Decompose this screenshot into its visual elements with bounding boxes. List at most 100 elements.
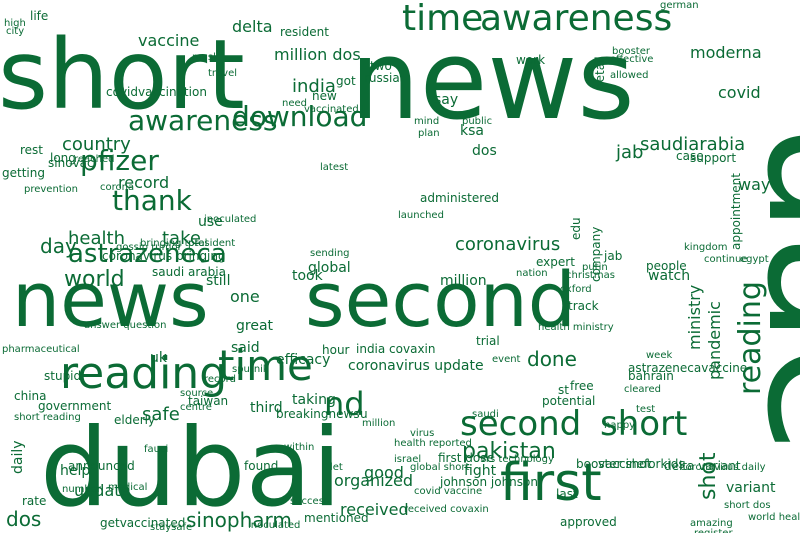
word: trial — [476, 334, 500, 348]
word: centre — [180, 402, 212, 413]
word: st — [558, 383, 569, 397]
word: getvaccinated — [100, 516, 185, 530]
word: free — [570, 379, 594, 393]
word: moderna — [690, 43, 762, 62]
word: elderly — [114, 413, 155, 427]
word: delta variant — [664, 459, 741, 473]
word: covid vaccine — [414, 486, 482, 497]
word: record — [118, 173, 169, 192]
word: appointment — [729, 173, 743, 250]
word: putin — [582, 262, 608, 273]
word: coronavirus — [455, 234, 560, 255]
word: awareness — [128, 104, 278, 137]
word: news — [350, 16, 635, 144]
word: plan — [418, 128, 440, 139]
word: inoculated — [248, 520, 300, 531]
word: safe — [142, 404, 180, 425]
word: take — [162, 228, 201, 249]
word: ministry — [685, 285, 704, 350]
word: first dose — [438, 451, 494, 465]
word: life — [30, 9, 48, 23]
word: sinopharm — [186, 508, 292, 532]
word: two — [370, 59, 392, 73]
word: good — [364, 463, 404, 482]
word: bringing total — [140, 238, 207, 249]
word: delta — [232, 17, 273, 36]
word: source — [180, 388, 213, 399]
word: dubai — [40, 406, 342, 531]
word: health ministry — [538, 322, 614, 333]
word: uk — [150, 350, 168, 366]
word: got — [336, 74, 356, 88]
word: short dos — [724, 500, 771, 511]
word: johnson johnson — [439, 475, 538, 489]
word: vaccinated — [304, 104, 359, 115]
word: cleared — [624, 384, 661, 395]
word: need — [282, 98, 307, 109]
word: amazing — [690, 518, 733, 529]
word: help — [60, 463, 90, 479]
word: took — [292, 268, 324, 284]
word: jab — [615, 142, 643, 163]
word: watch — [648, 268, 690, 284]
word: president — [188, 238, 235, 249]
word: fight — [464, 463, 497, 479]
word: day — [40, 234, 77, 258]
word: still — [206, 273, 230, 289]
word: health reported — [394, 438, 472, 449]
word: last — [556, 487, 578, 501]
word: booster — [612, 46, 651, 57]
word: nation — [516, 268, 548, 279]
word: latest — [320, 162, 348, 173]
word: rest — [20, 143, 43, 157]
word: company — [589, 227, 603, 282]
word: dos — [6, 507, 41, 531]
word: work — [516, 53, 545, 67]
word: taking — [292, 392, 336, 408]
word: short — [0, 19, 245, 131]
word: booster shot — [576, 457, 652, 471]
word: third — [250, 400, 283, 416]
word: mentioned — [304, 511, 369, 525]
word: reading — [733, 281, 768, 395]
word: announced — [68, 459, 135, 473]
word: short — [600, 404, 687, 444]
word: pandemic — [705, 301, 724, 380]
word: medical — [108, 482, 147, 493]
word: bahrain — [628, 369, 674, 383]
word: city — [6, 26, 24, 37]
word: india — [292, 76, 336, 97]
word: week — [646, 350, 672, 361]
word: breakingnews — [276, 407, 360, 421]
word: china — [14, 389, 47, 403]
word: u — [360, 407, 368, 421]
word: government — [38, 399, 111, 413]
word: organized — [334, 471, 413, 490]
word: india covaxin — [356, 342, 436, 356]
word: public — [462, 116, 492, 127]
word: said — [231, 340, 260, 356]
word: second — [305, 255, 576, 344]
word: mask — [192, 52, 219, 63]
word: done — [527, 347, 577, 371]
word: country — [62, 134, 131, 155]
word: sinovac — [48, 156, 94, 170]
word: world — [64, 267, 125, 292]
word: allowed — [610, 70, 648, 81]
word: inoculated — [204, 214, 256, 225]
word: coronavirus daily — [680, 462, 766, 473]
word: record — [204, 374, 236, 385]
word: effective — [610, 54, 653, 65]
word: kingdom — [684, 242, 727, 253]
word: global short — [410, 462, 469, 473]
word: vrs technology — [480, 454, 554, 465]
word: second — [460, 404, 581, 444]
word: short reading — [14, 412, 81, 423]
word: case — [676, 149, 704, 163]
word: fauci — [144, 444, 168, 455]
word: global — [308, 260, 351, 276]
word: christmas — [566, 270, 615, 281]
word: virus — [410, 428, 434, 439]
word: efficacy — [276, 352, 330, 368]
